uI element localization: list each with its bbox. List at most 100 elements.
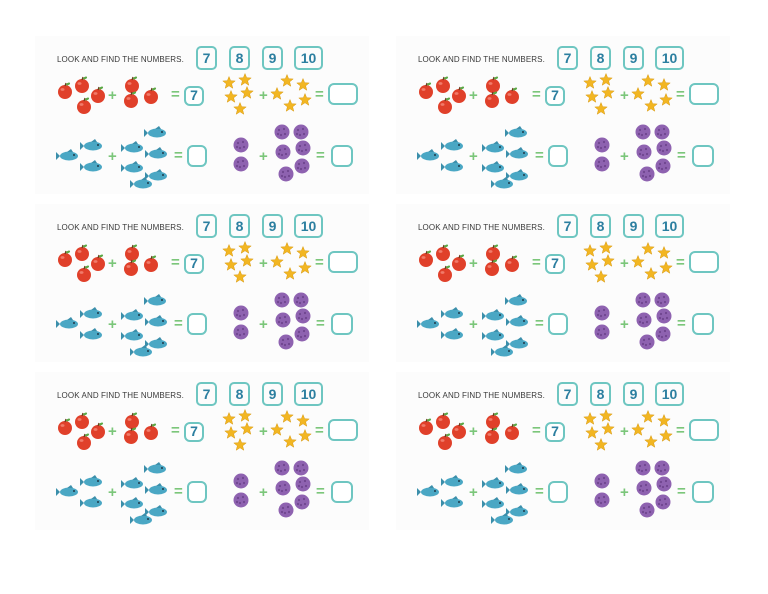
apple-answer-box[interactable]: 7 — [545, 86, 565, 106]
apple-answer-box[interactable]: 7 — [545, 422, 565, 442]
ball-icon — [233, 156, 249, 172]
apple-icon — [58, 250, 72, 267]
worksheet-card: LOOK AND FIND THE NUMBERS. 7 8 9 10 + = … — [396, 36, 730, 194]
equals-sign: = — [316, 315, 325, 332]
fish-group-right — [482, 126, 528, 189]
fish-icon — [121, 477, 143, 489]
ball-answer-box[interactable] — [331, 481, 353, 503]
ball-icon — [639, 166, 655, 182]
ball-answer-box[interactable] — [692, 313, 714, 335]
equals-sign: = — [535, 315, 544, 332]
apple-icon — [419, 418, 433, 435]
fish-icon — [482, 477, 504, 489]
number-option-7: 7 — [557, 214, 578, 238]
equals-sign: = — [532, 86, 541, 103]
ball-icon — [294, 326, 310, 342]
ball-answer-box[interactable] — [331, 313, 353, 335]
apple-icon — [438, 433, 452, 450]
fish-icon — [417, 149, 439, 161]
star-icon — [601, 85, 615, 99]
fish-icon — [121, 329, 143, 341]
fish-answer-box[interactable] — [548, 481, 568, 503]
apple-icon — [124, 427, 138, 444]
star-icon — [240, 253, 254, 267]
ball-answer-box[interactable] — [692, 145, 714, 167]
ball-answer-box[interactable] — [692, 481, 714, 503]
apple-answer-box[interactable]: 7 — [184, 254, 204, 274]
ball-icon — [656, 140, 672, 156]
apple-answer-box[interactable]: 7 — [184, 422, 204, 442]
equals-sign: = — [535, 147, 544, 164]
equals-sign: = — [316, 483, 325, 500]
ball-icon — [635, 124, 651, 140]
star-icon — [222, 243, 236, 257]
ball-icon — [233, 324, 249, 340]
star-icon — [298, 428, 312, 442]
star-icon — [280, 241, 294, 255]
fish-group-right — [482, 294, 528, 357]
fish-answer-box[interactable] — [548, 313, 568, 335]
apple-icon — [486, 76, 500, 93]
ball-icon — [278, 334, 294, 350]
fish-answer-box[interactable] — [187, 145, 207, 167]
star-icon — [631, 254, 645, 268]
fish-group-left — [56, 139, 102, 172]
ball-group-right — [635, 292, 672, 350]
ball-icon — [233, 473, 249, 489]
apple-icon — [452, 254, 466, 271]
fish-icon — [56, 317, 78, 329]
apple-answer-box[interactable]: 7 — [184, 86, 204, 106]
fish-answer-box[interactable] — [187, 313, 207, 335]
ball-icon — [656, 308, 672, 324]
fish-answer-box[interactable] — [187, 481, 207, 503]
star-icon — [270, 86, 284, 100]
plus-sign: + — [259, 148, 268, 165]
star-answer-box[interactable] — [328, 251, 358, 273]
apple-group-left — [419, 244, 466, 282]
apple-icon — [452, 422, 466, 439]
plus-sign: + — [259, 255, 268, 272]
fish-icon — [56, 485, 78, 497]
ball-icon — [639, 502, 655, 518]
plus-sign: + — [108, 316, 117, 333]
apple-icon — [75, 76, 89, 93]
apple-answer-box[interactable]: 7 — [545, 254, 565, 274]
equals-sign: = — [315, 422, 324, 439]
fish-icon — [441, 475, 463, 487]
star-answer-box[interactable] — [328, 419, 358, 441]
equals-sign: = — [316, 147, 325, 164]
star-answer-box[interactable] — [689, 419, 719, 441]
ball-answer-box[interactable] — [331, 145, 353, 167]
ball-group-right — [635, 460, 672, 518]
star-icon — [296, 413, 310, 427]
fish-answer-box[interactable] — [548, 145, 568, 167]
apple-icon — [75, 412, 89, 429]
number-option-10: 10 — [655, 382, 684, 406]
ball-group-right — [274, 124, 311, 182]
fish-icon — [506, 483, 528, 495]
star-answer-box[interactable] — [328, 83, 358, 105]
star-group-right — [270, 241, 312, 280]
fish-icon — [482, 309, 504, 321]
ball-icon — [233, 305, 249, 321]
fish-icon — [80, 307, 102, 319]
plus-sign: + — [259, 87, 268, 104]
number-option-8: 8 — [229, 46, 250, 70]
star-group-right — [631, 73, 673, 112]
equals-sign: = — [532, 254, 541, 271]
ball-icon — [636, 312, 652, 328]
plus-sign: + — [469, 87, 478, 104]
fish-icon — [144, 462, 166, 474]
plus-sign: + — [259, 423, 268, 440]
fish-icon — [506, 505, 528, 517]
fish-icon — [130, 345, 152, 357]
fish-icon — [441, 496, 463, 508]
apple-icon — [144, 423, 158, 440]
apple-icon — [77, 433, 91, 450]
star-answer-box[interactable] — [689, 251, 719, 273]
star-icon — [601, 253, 615, 267]
ball-icon — [293, 460, 309, 476]
number-option-7: 7 — [196, 46, 217, 70]
fish-icon — [145, 315, 167, 327]
star-answer-box[interactable] — [689, 83, 719, 105]
